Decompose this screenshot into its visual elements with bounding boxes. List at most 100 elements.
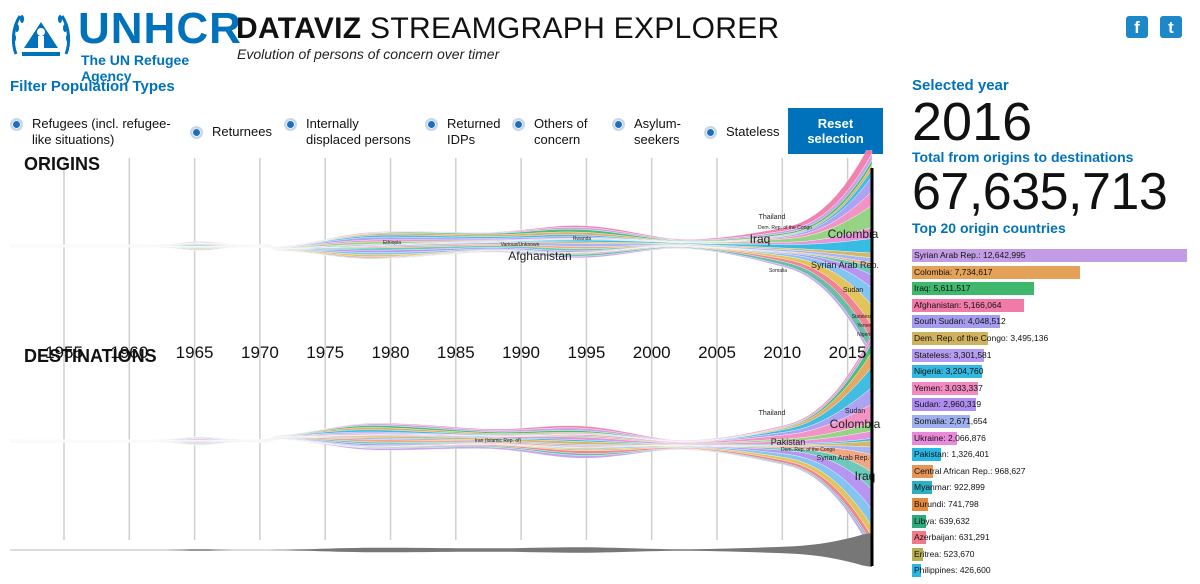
- origin-bar-row[interactable]: Sudan: 2,960,319: [912, 398, 1200, 412]
- origin-bar: [912, 315, 1001, 329]
- origin-bar-row[interactable]: Philippines: 426,600: [912, 564, 1200, 578]
- origin-bar-label: Burundi: 741,798: [914, 499, 979, 509]
- filter-heading: Filter Population Types: [10, 78, 175, 95]
- filter-label: Others of concern: [534, 116, 587, 148]
- origin-bar-row[interactable]: Central African Rep.: 968,627: [912, 464, 1200, 478]
- origin-bar: [912, 547, 924, 561]
- app-title-bold: DATAVIZ: [236, 12, 362, 45]
- filter-returned-idps[interactable]: Returned IDPs: [425, 116, 500, 148]
- stream-label: Colombia: [830, 417, 881, 431]
- origin-bar-label: Yemen: 3,033,337: [914, 382, 983, 393]
- origin-bar-row[interactable]: Eritrea: 523,670: [912, 547, 1200, 561]
- stream-layer[interactable]: [9, 246, 873, 342]
- origin-bar-row[interactable]: Libya: 639,632: [912, 514, 1200, 528]
- selected-year-label: Selected year: [912, 77, 1009, 94]
- stream-label: Sudan: [845, 408, 865, 415]
- radio-indicator[interactable]: [704, 126, 717, 139]
- destinations-stream[interactable]: [9, 333, 873, 554]
- stream-layer[interactable]: [9, 439, 873, 548]
- origin-bar-row[interactable]: Yemen: 3,033,337: [912, 381, 1200, 395]
- stream-label: Rwanda: [573, 236, 592, 242]
- origins-stream-labels: Afghanistan Iraq Colombia Syrian Arab Rep. T…: [383, 214, 879, 338]
- filter-stateless[interactable]: Stateless: [704, 124, 779, 140]
- origin-bar: [912, 498, 929, 511]
- filter-label-line2: IDPs: [447, 132, 476, 147]
- origin-bar: [912, 398, 977, 412]
- stream-label: Afghanistan: [508, 249, 571, 263]
- radio-indicator[interactable]: [512, 118, 525, 131]
- radio-indicator[interactable]: [612, 118, 625, 131]
- filter-label: Asylum-seekers: [634, 116, 681, 148]
- top-origins-label: Top 20 origin countries: [912, 220, 1066, 236]
- timeline-overview[interactable]: [10, 533, 872, 567]
- stream-layer[interactable]: [9, 439, 873, 554]
- filter-label-line2: seekers: [634, 132, 680, 147]
- filter-label: Returnees: [212, 124, 272, 139]
- filter-internally-displaced[interactable]: Internally displaced persons: [284, 116, 411, 148]
- filter-returnees[interactable]: Returnees: [190, 124, 272, 140]
- filter-others-of-concern[interactable]: Others of concern: [512, 116, 587, 148]
- origin-bar-row[interactable]: Azerbaijan: 631,291: [912, 531, 1200, 545]
- facebook-share-button[interactable]: f: [1126, 16, 1148, 38]
- filter-label-line1: Others of: [534, 116, 588, 131]
- year-gridlines: [63, 158, 849, 540]
- origin-bar-row[interactable]: Iraq: 5,611,517: [912, 282, 1200, 296]
- origin-bar: [912, 514, 926, 528]
- app-title: DATAVIZ STREAMGRAPH EXPLORER: [236, 12, 779, 46]
- reset-label-line1: Reset: [817, 116, 854, 131]
- reset-selection-button[interactable]: Reset selection: [788, 108, 883, 154]
- filter-refugees[interactable]: Refugees (incl. refugee-like situations): [10, 116, 171, 148]
- origin-bar-row[interactable]: Stateless: 3,301,581: [912, 348, 1200, 362]
- origin-bar-row[interactable]: Syrian Arab Rep.: 12,642,995: [912, 249, 1200, 262]
- radio-indicator[interactable]: [425, 118, 438, 131]
- radio-indicator[interactable]: [10, 118, 23, 131]
- stream-label: Ethiopia: [383, 240, 401, 246]
- origin-bar-label: South Sudan: 4,048,512: [914, 316, 1006, 327]
- origin-bar: [912, 431, 957, 445]
- origin-bar-row[interactable]: Pakistan: 1,326,401: [912, 448, 1200, 462]
- total-value: 67,635,713: [912, 163, 1168, 221]
- unhcr-tagline: The UN Refugee Agency: [81, 52, 190, 84]
- filter-label-line2: like situations): [32, 132, 115, 147]
- origin-bar-row[interactable]: Burundi: 741,798: [912, 498, 1200, 511]
- streamgraph-area[interactable]: ORIGINS 1955 1960 1965 1970 1975 1980 1985 1990 1…: [0, 150, 900, 584]
- filter-label: Stateless: [726, 124, 780, 139]
- stream-label: Iraq: [750, 232, 771, 246]
- origin-bar-row[interactable]: Dem. Rep. of the Congo: 3,495,136: [912, 332, 1200, 345]
- origin-bar-label: Philippines: 426,600: [914, 565, 991, 576]
- stream-layer[interactable]: [9, 246, 873, 355]
- filter-asylum-seekers[interactable]: Asylum-seekers: [612, 116, 681, 148]
- radio-indicator[interactable]: [190, 126, 203, 139]
- origin-bar-label: Dem. Rep. of the Congo: 3,495,136: [914, 333, 1049, 343]
- origin-bar-label: Azerbaijan: 631,291: [914, 532, 990, 543]
- unhcr-logo[interactable]: UNHCR The UN Refugee Agency: [10, 4, 241, 84]
- stream-layer[interactable]: [9, 204, 873, 249]
- radio-indicator[interactable]: [284, 118, 297, 131]
- year-tick-label: 1955: [45, 343, 83, 362]
- filter-label-line1: Returned: [447, 116, 501, 131]
- origin-bar-row[interactable]: Myanmar: 922,899: [912, 481, 1200, 495]
- origin-bar: [912, 298, 1025, 312]
- destinations-stream-labels: Colombia Pakistan Iraq Syrian Arab Rep. Dem.…: [475, 408, 881, 483]
- origin-bar-row[interactable]: Colombia: 7,734,617: [912, 265, 1200, 279]
- origin-bar-row[interactable]: Afghanistan: 5,166,064: [912, 298, 1200, 312]
- stream-label: Dem. Rep. of the Congo: [781, 447, 835, 453]
- origin-bar-label: Syrian Arab Rep.: 12,642,995: [914, 250, 1026, 260]
- origin-bar: [912, 265, 1081, 279]
- origins-stream[interactable]: [9, 150, 873, 360]
- origin-bar: [912, 464, 934, 478]
- origin-bar-row[interactable]: Nigeria: 3,204,760: [912, 365, 1200, 379]
- twitter-share-button[interactable]: t: [1160, 16, 1182, 38]
- stream-label: Syrian Arab Rep.: [811, 260, 879, 270]
- origins-label: ORIGINS: [24, 154, 100, 174]
- stream-layer[interactable]: [9, 245, 873, 327]
- filter-label-line1: Internally: [306, 116, 359, 131]
- stream-layer[interactable]: [10, 387, 873, 443]
- stream-label: Pakistan: [771, 437, 806, 447]
- origin-bar-row[interactable]: Ukraine: 2,066,876: [912, 431, 1200, 445]
- filter-label: Refugees (incl. refugee-like situations): [32, 116, 171, 148]
- year-tick-label: 2000: [633, 343, 671, 362]
- origin-bar-row[interactable]: Somalia: 2,671,654: [912, 415, 1200, 428]
- origin-bar-row[interactable]: South Sudan: 4,048,512: [912, 315, 1200, 329]
- year-axis: 1955 1960 1965 1970 1975 1980 1985 1990 1995 2000…: [45, 343, 866, 362]
